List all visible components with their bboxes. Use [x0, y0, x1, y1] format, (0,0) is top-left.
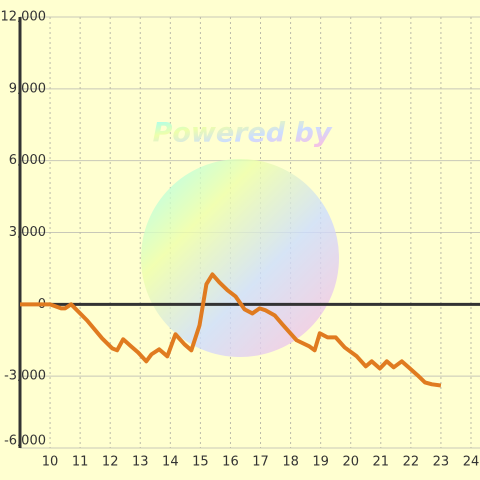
x-tick-label: 16	[222, 455, 239, 470]
x-tick-label: 19	[312, 455, 329, 470]
x-tick-label: 21	[373, 455, 390, 470]
data-line	[20, 272, 442, 388]
y-tick-label: -3,000	[4, 369, 46, 384]
x-tick-label: 22	[403, 455, 420, 470]
y-tick-label: 6,000	[9, 153, 46, 168]
x-tick-label: 10	[42, 455, 59, 470]
y-tick-label: 9,000	[9, 81, 46, 96]
watermark: Powered by	[153, 118, 333, 149]
x-tick-label: 17	[252, 455, 269, 470]
x-tick-label: 14	[162, 455, 179, 470]
x-tick-label: 20	[342, 455, 359, 470]
x-tick-label: 11	[72, 455, 89, 470]
x-tick-label: 13	[132, 455, 149, 470]
watermark-logo	[141, 159, 339, 357]
y-tick-label: 3,000	[9, 225, 46, 240]
y-tick-label: -6,000	[4, 434, 46, 449]
x-tick-label: 18	[282, 455, 299, 470]
y-tick-label: 12,000	[1, 10, 47, 25]
x-tick-label: 24	[463, 455, 480, 470]
x-tick-label: 12	[102, 455, 119, 470]
x-tick-label: 23	[433, 455, 450, 470]
x-tick-label: 15	[192, 455, 209, 470]
